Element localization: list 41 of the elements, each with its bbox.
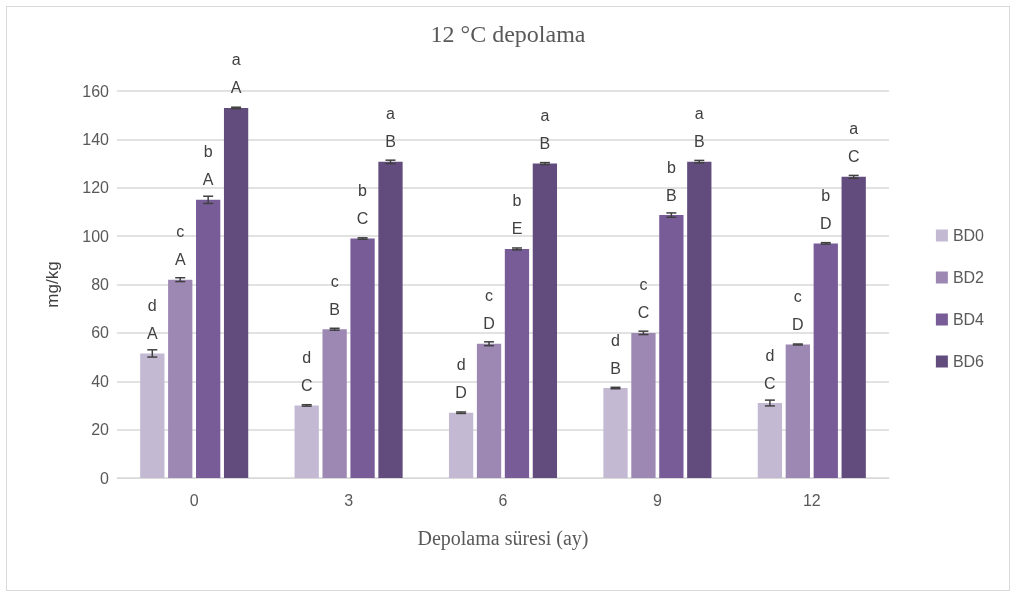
data-label: b B [666,158,677,204]
data-label: d C [764,346,776,392]
legend-label: BD0 [952,227,985,244]
x-tick-label: 12 [802,491,821,509]
y-tick-label: 140 [82,130,110,148]
data-label: b C [356,182,369,228]
y-tick-label: 120 [82,179,110,197]
data-label: a B [385,105,396,151]
data-label: b A [202,143,214,189]
legend-label: BD4 [952,311,985,328]
data-label: a C [847,120,860,166]
x-tick-label: 6 [498,491,508,509]
data-label: b D [819,186,832,232]
data-label: c A [174,223,186,269]
y-tick-label: 80 [91,276,110,293]
x-axis-title: Depolama süresi (ay) [417,527,589,550]
data-label: c B [329,272,340,318]
data-label: d C [300,348,313,394]
y-tick-label: 160 [82,82,110,100]
data-label: c D [483,287,495,333]
data-label: c C [637,276,650,322]
data-label: d A [146,296,158,342]
y-tick-label: 0 [100,469,110,487]
x-tick-label: 3 [344,491,354,509]
y-tick-label: 60 [91,324,110,342]
x-tick-label: 0 [189,491,199,509]
data-label: b E [511,192,523,238]
chart-title: 12 °C depolama [430,21,586,47]
data-label: a A [230,51,242,97]
data-label: c D [792,287,804,333]
data-label: d B [610,331,621,377]
legend-label: BD6 [952,353,985,370]
y-tick-label: 100 [82,227,110,245]
y-axis-title: mg/kg [43,261,62,308]
data-label: a B [539,107,551,153]
y-tick-label: 20 [91,421,110,439]
x-tick-label: 9 [652,491,662,509]
y-tick-label: 40 [91,372,110,390]
legend-label: BD2 [952,269,985,286]
data-label: d D [455,356,467,402]
data-label: a B [693,105,705,151]
